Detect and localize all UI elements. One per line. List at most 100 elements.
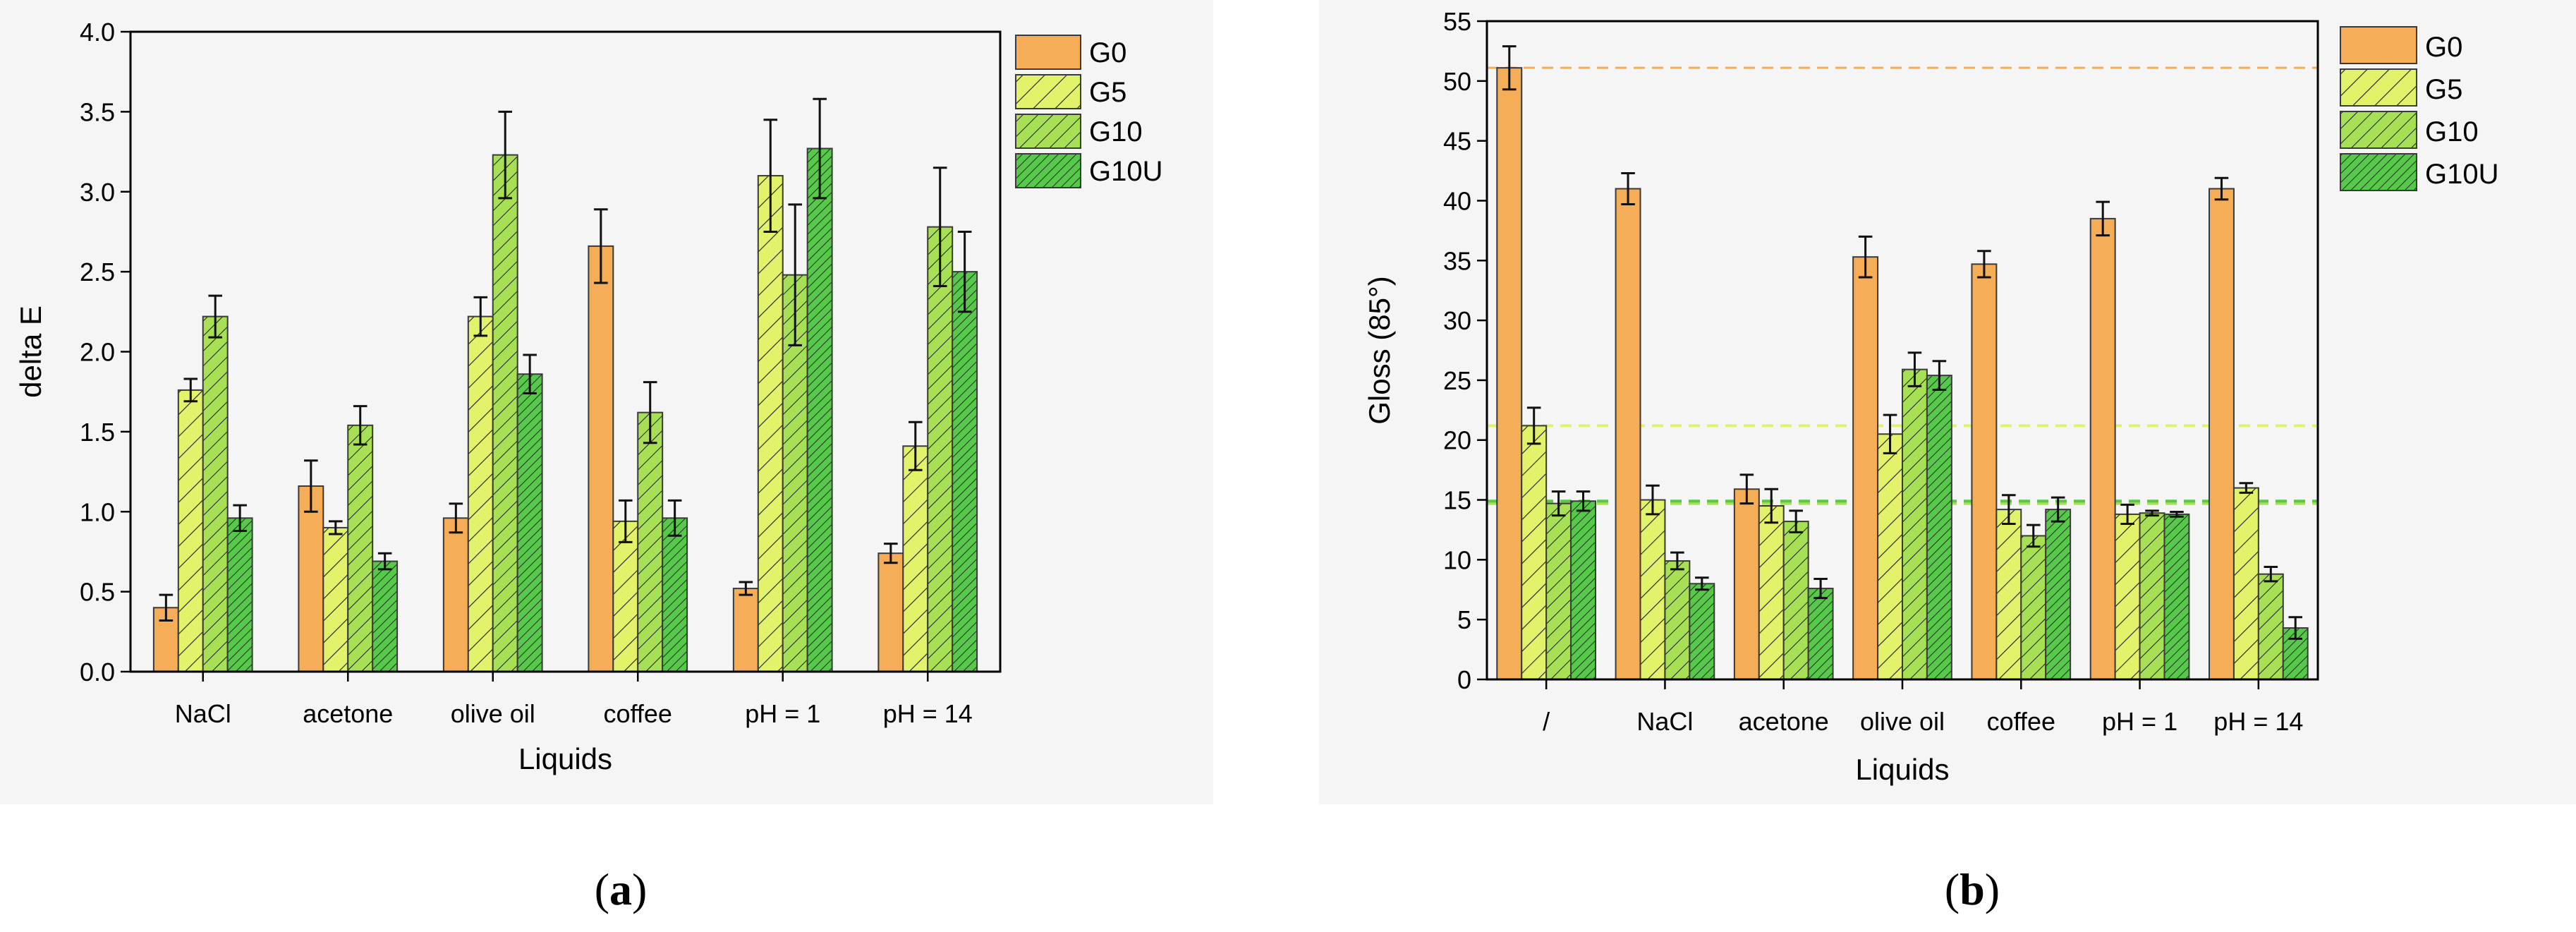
bar-g10-3 — [1902, 368, 1928, 681]
bar-g10u-3 — [662, 517, 688, 672]
bar-g5-2 — [467, 315, 494, 672]
y-tick-label: 0.0 — [80, 658, 115, 686]
legend: G0 G5 G10 G10U — [1015, 35, 1163, 188]
bar-g5-4 — [1995, 509, 2022, 681]
bar-g10-0 — [1545, 502, 1572, 680]
error-bar-g10u-5 — [957, 230, 972, 313]
bar-g0-1 — [1615, 188, 1641, 680]
error-bar-g5-5 — [2120, 503, 2134, 525]
bar-g0-4 — [1971, 263, 1998, 680]
bar-g0-0 — [1496, 67, 1523, 680]
error-bar-g10-1 — [1670, 551, 1684, 571]
error-bar-g10u-4 — [813, 97, 827, 200]
error-bar-g10-5 — [2145, 509, 2159, 517]
error-bar-g5-1 — [1646, 484, 1660, 516]
bar-g5-3 — [612, 520, 639, 672]
caption-b-letter: b — [1960, 864, 1985, 914]
bar-g10u-5 — [2163, 513, 2190, 680]
legend-swatch-g0 — [2340, 26, 2417, 64]
y-tick-label: 40 — [1443, 186, 1471, 215]
error-bar-g5-0 — [183, 377, 198, 403]
bar-g10-1 — [1664, 560, 1691, 680]
error-bar-g5-3 — [1883, 413, 1897, 454]
bar-g0-1 — [298, 485, 324, 672]
caption-a-letter: a — [609, 864, 632, 914]
legend-label-g10: G10 — [1089, 116, 1143, 147]
bar-g10u-4 — [2045, 509, 2072, 681]
y-tick-label: 3.5 — [80, 97, 115, 126]
bar-g10u-2 — [516, 373, 543, 672]
legend-swatch-g10u — [1015, 153, 1081, 188]
bar-g0-5 — [877, 552, 904, 673]
x-tick-label: acetone — [303, 699, 393, 728]
error-bar-g5-2 — [1764, 488, 1779, 524]
legend-label-g5: G5 — [1089, 77, 1126, 108]
bar-g10u-2 — [1807, 588, 1834, 680]
error-bar-g10-3 — [1907, 351, 1922, 387]
y-tick-label: 2.5 — [80, 258, 115, 286]
y-tick-label: 1.5 — [80, 418, 115, 447]
error-bar-g10-2 — [1789, 509, 1803, 533]
y-tick-label: 2.0 — [80, 338, 115, 367]
error-bar-g10u-3 — [667, 499, 682, 537]
x-axis-label: Liquids — [518, 742, 612, 775]
bar-g10-4 — [2020, 535, 2047, 680]
x-tick-label: coffee — [604, 699, 672, 728]
bar-g5-1 — [1639, 499, 1666, 681]
y-tick-label: 0 — [1457, 665, 1471, 694]
error-bar-g10-1 — [353, 405, 367, 446]
y-tick-label: 3.0 — [80, 178, 115, 207]
y-tick-label: 4.0 — [80, 18, 115, 47]
bar-g5-4 — [757, 175, 784, 672]
bar-g5-3 — [1877, 433, 1904, 681]
error-bar-g0-4 — [739, 581, 753, 596]
error-bar-g0-1 — [304, 459, 318, 513]
bar-g10-6 — [2257, 573, 2284, 680]
y-tick-label: 10 — [1443, 545, 1471, 574]
bar-g10u-5 — [952, 271, 978, 672]
bar-g10u-0 — [226, 517, 253, 672]
error-bar-g0-2 — [449, 502, 463, 534]
error-bar-g0-0 — [159, 593, 174, 622]
legend-label-g10u: G10U — [1089, 156, 1163, 187]
error-bar-g5-6 — [2239, 482, 2254, 494]
error-bar-g10-4 — [788, 203, 802, 346]
error-bar-g10-4 — [2026, 524, 2041, 548]
error-bar-g10-3 — [643, 381, 657, 444]
bar-g5-0 — [1521, 425, 1548, 680]
legend: G0 G5 G10 G10U — [2340, 26, 2499, 191]
chart-a: 0.0 0.5 1.0 1.5 2.0 2.5 3.0 3.5 4.0 NaCl acetone ol… — [14, 18, 1163, 775]
legend-swatch-g10 — [2340, 111, 2417, 149]
error-bar-g0-0 — [1502, 45, 1517, 91]
legend-swatch-g10u — [2340, 153, 2417, 191]
bar-g5-1 — [322, 526, 349, 672]
x-axis-label: Liquids — [1855, 753, 1949, 786]
legend-label-g0: G0 — [2425, 32, 2462, 63]
bar-g5-5 — [902, 445, 929, 672]
caption-b: (b) — [1945, 864, 2000, 914]
x-tick-label: pH = 14 — [2213, 707, 2303, 736]
error-bar-g5-0 — [1526, 406, 1541, 445]
bar-g5-0 — [177, 389, 204, 672]
x-tick-label: acetone — [1739, 707, 1829, 736]
bar-g10u-1 — [372, 560, 399, 672]
error-bar-g0-5 — [2096, 200, 2110, 237]
y-tick-label: 45 — [1443, 127, 1471, 156]
x-tick-label: pH = 1 — [745, 699, 820, 728]
error-bar-g10u-2 — [1813, 578, 1828, 600]
x-tick-label: coffee — [1987, 707, 2055, 736]
bar-g10-1 — [347, 424, 374, 672]
error-bar-g10-0 — [1551, 490, 1566, 517]
error-bar-g10-6 — [2264, 566, 2278, 583]
error-bar-g10u-0 — [233, 504, 247, 532]
error-bar-g10-0 — [208, 294, 222, 339]
bar-g0-5 — [2089, 217, 2116, 680]
y-tick-label: 55 — [1443, 7, 1471, 36]
bar-g10-5 — [927, 226, 954, 672]
bar-g0-2 — [442, 517, 469, 672]
error-bar-g10u-0 — [1576, 490, 1591, 512]
legend-swatch-g10 — [1015, 114, 1081, 149]
legend-swatch-g0 — [1015, 35, 1081, 70]
error-bar-g5-4 — [2002, 494, 2016, 525]
